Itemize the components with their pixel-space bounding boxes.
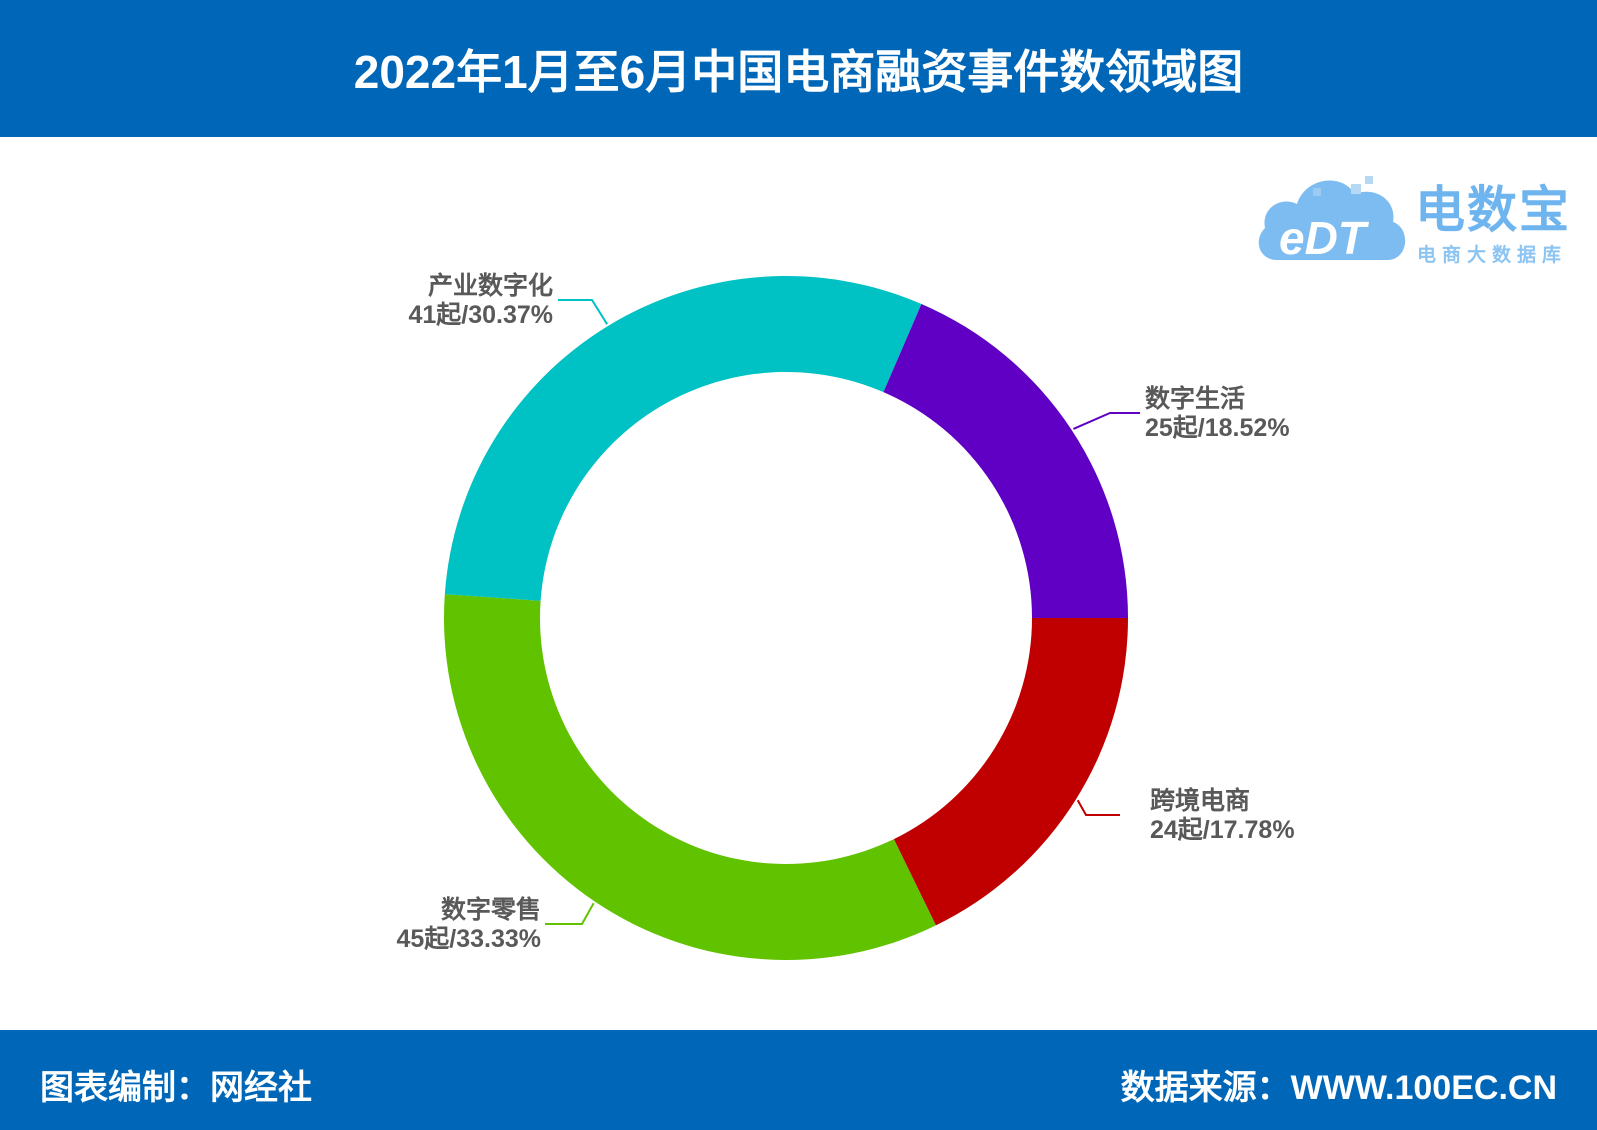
cloud-logo-icon: eDT bbox=[1258, 176, 1406, 264]
logo-subtitle: 电商大数据库 bbox=[1417, 245, 1568, 266]
footer-bar: 图表编制：网经社 数据来源：WWW.100EC.CN bbox=[0, 1030, 1597, 1130]
leader-line-2 bbox=[545, 902, 595, 925]
slice-name-label: 数字生活 bbox=[1145, 384, 1245, 413]
slice-value-label: 41起/30.37% bbox=[408, 301, 553, 329]
slice-name-label: 产业数字化 bbox=[428, 271, 553, 300]
slice-value-label: 45起/33.33% bbox=[396, 925, 541, 953]
slice-name-label: 数字零售 bbox=[441, 895, 541, 924]
leader-lines bbox=[545, 299, 1140, 925]
header-bar: 2022年1月至6月中国电商融资事件数领域图 bbox=[0, 0, 1597, 137]
logo-mark-text: eDT bbox=[1279, 212, 1370, 264]
slice-value-label: 24起/17.78% bbox=[1150, 816, 1295, 844]
slice-1 bbox=[893, 618, 1128, 926]
slice-3 bbox=[444, 275, 922, 601]
page-title: 2022年1月至6月中国电商融资事件数领域图 bbox=[353, 45, 1244, 98]
logo-name: 电数宝 bbox=[1415, 182, 1571, 238]
donut-slices bbox=[444, 275, 1128, 960]
slice-2 bbox=[444, 594, 936, 960]
footer-credit: 图表编制：网经社 bbox=[40, 1069, 312, 1107]
slice-4 bbox=[883, 303, 1128, 618]
leader-line-3 bbox=[558, 299, 608, 325]
logo: eDT 电数宝 电商大数据库 bbox=[1255, 148, 1585, 278]
leader-line-4 bbox=[1073, 412, 1140, 430]
slice-name-label: 跨境电商 bbox=[1150, 786, 1250, 815]
footer-source: 数据来源：WWW.100EC.CN bbox=[1120, 1069, 1557, 1107]
leader-line-1 bbox=[1076, 799, 1120, 816]
slice-value-label: 25起/18.52% bbox=[1145, 414, 1290, 442]
